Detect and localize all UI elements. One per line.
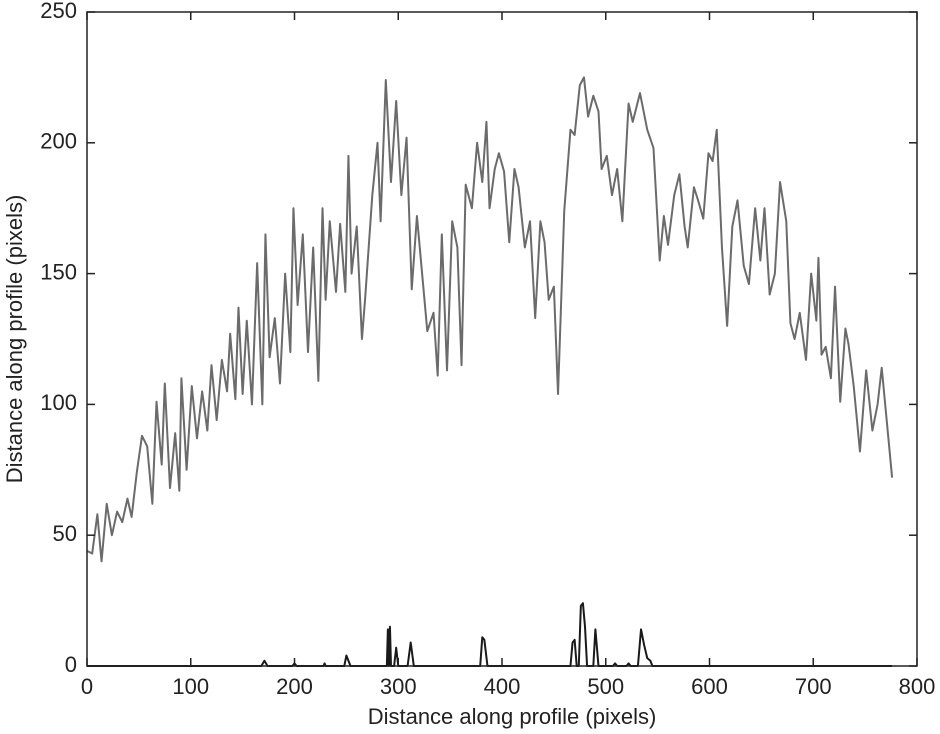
x-tick-label: 700 xyxy=(795,674,832,699)
y-tick-label: 0 xyxy=(65,652,77,677)
x-tick-label: 200 xyxy=(276,674,313,699)
x-tick-label: 400 xyxy=(484,674,521,699)
y-tick-label: 100 xyxy=(40,390,77,415)
x-tick-label: 100 xyxy=(172,674,209,699)
x-tick-label: 800 xyxy=(899,674,936,699)
x-tick-label: 300 xyxy=(380,674,417,699)
y-tick-label: 50 xyxy=(53,521,77,546)
x-tick-label: 600 xyxy=(691,674,728,699)
plot-frame xyxy=(86,11,918,667)
x-tick-label: 0 xyxy=(81,674,93,699)
y-tick-label: 200 xyxy=(40,129,77,154)
x-tick-label: 500 xyxy=(587,674,624,699)
x-axis-label: Distance along profile (pixels) xyxy=(368,704,657,729)
y-tick-label: 150 xyxy=(40,259,77,284)
data-line xyxy=(87,602,893,667)
data-line xyxy=(86,76,894,563)
y-axis-label: Distance along profile (pixels) xyxy=(2,195,27,484)
y-tick-label: 250 xyxy=(40,0,77,23)
